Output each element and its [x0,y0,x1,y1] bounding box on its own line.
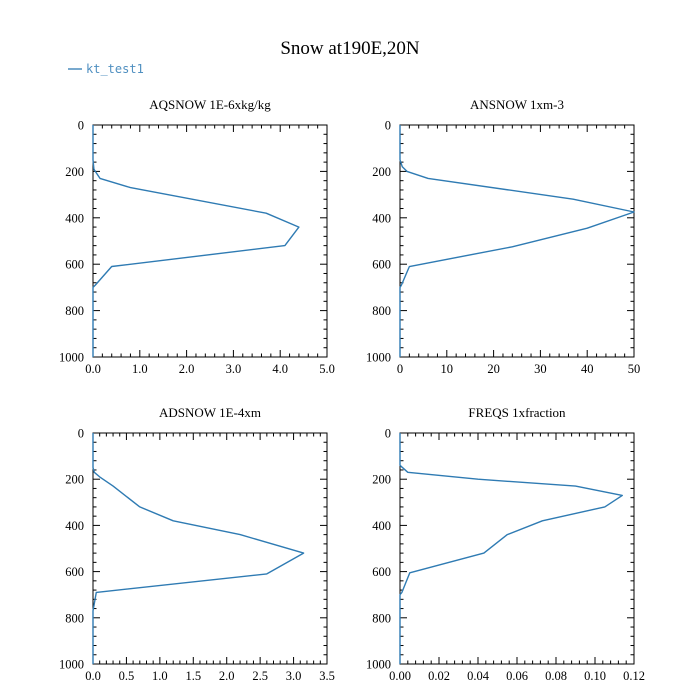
y-tick-label: 1000 [59,658,84,672]
x-tick-label: 2.5 [252,669,268,683]
x-tick-label: 3.5 [319,669,335,683]
y-tick-label: 600 [372,565,391,579]
series-line-kt_test1 [399,125,635,357]
x-tick-label: 10 [441,362,454,376]
y-tick-label: 800 [65,611,84,625]
x-tick-label: 3.0 [226,362,242,376]
figure-title: Snow at190E,20N [280,38,420,59]
y-tick-label: 0 [78,119,84,133]
x-tick-label: 0.06 [506,669,528,683]
plot-frame [399,124,635,358]
x-tick-label: 0.08 [545,669,567,683]
x-tick-label: 2.0 [219,669,235,683]
y-tick-label: 400 [65,211,84,225]
x-tick-label: 2.0 [179,362,195,376]
panel-title: ADSNOW 1E-4xm [159,405,261,420]
x-tick-label: 0.04 [467,669,490,683]
x-tick-label: 0.5 [119,669,135,683]
x-tick-label: 30 [534,362,547,376]
panel-title: AQSNOW 1E-6xkg/kg [149,97,271,112]
x-tick-label: 0.0 [85,669,101,683]
plot-frame [92,432,328,665]
y-tick-label: 200 [372,165,391,179]
y-tick-label: 800 [372,304,391,318]
y-tick-label: 1000 [59,351,84,365]
series-line-kt_test1 [399,433,623,664]
panel-2: ANSNOW 1xm-3 0 200 400 600 800 1000 0 10 20 30 40 50 [366,97,640,376]
y-tick-label: 600 [372,258,391,272]
plot-frame [92,124,328,358]
x-tick-label: 1.5 [185,669,201,683]
y-tick-label: 200 [372,473,391,487]
y-tick-label: 400 [65,519,84,533]
x-tick-label: 0.00 [389,669,411,683]
panel-title: ANSNOW 1xm-3 [470,97,564,112]
x-tick-label: 3.0 [286,669,302,683]
x-tick-label: 5.0 [319,362,335,376]
x-tick-label: 0.10 [584,669,606,683]
y-tick-label: 800 [65,304,84,318]
y-tick-label: 0 [385,427,391,441]
y-tick-label: 200 [65,165,84,179]
y-tick-label: 0 [385,119,391,133]
y-tick-label: 600 [65,258,84,272]
panel-title: FREQS 1xfraction [468,405,566,420]
x-tick-label: 4.0 [272,362,288,376]
y-tick-label: 1000 [366,351,391,365]
x-tick-label: 0.0 [85,362,101,376]
x-tick-label: 20 [487,362,500,376]
y-tick-label: 400 [372,211,391,225]
x-tick-label: 1.0 [132,362,148,376]
plot-frame [399,432,635,665]
y-tick-label: 800 [372,611,391,625]
series-line-kt_test1 [92,125,300,357]
x-tick-label: 1.0 [152,669,168,683]
x-tick-label: 40 [581,362,594,376]
y-tick-label: 400 [372,519,391,533]
x-tick-label: 50 [628,362,641,376]
y-tick-label: 0 [78,427,84,441]
y-tick-label: 600 [65,565,84,579]
series-line-kt_test1 [92,433,305,664]
legend-label: kt_test1 [86,62,144,76]
x-tick-label: 0 [397,362,403,376]
y-tick-label: 200 [65,473,84,487]
legend: kt_test1 [68,62,144,76]
y-tick-label: 1000 [366,658,391,672]
x-tick-label: 0.12 [623,669,645,683]
x-tick-label: 0.02 [428,669,450,683]
